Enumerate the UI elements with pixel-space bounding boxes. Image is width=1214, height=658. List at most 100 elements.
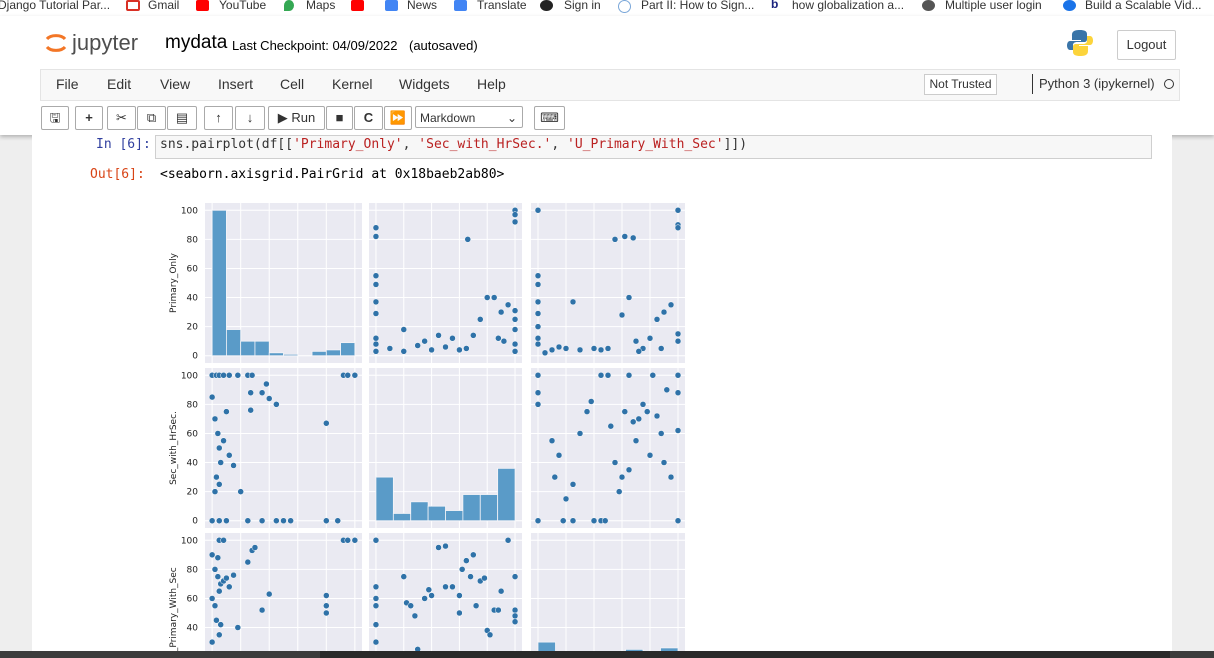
scatter-point [372, 233, 380, 240]
scatter-point [230, 571, 237, 579]
code-token: sns.pairplot(df[[ [160, 137, 294, 152]
scatter-point [323, 609, 330, 617]
move-down-button[interactable]: ↓ [235, 106, 265, 130]
menu-item[interactable]: Insert [218, 76, 254, 92]
notebook-name[interactable]: mydata [165, 32, 228, 53]
scatter-point [400, 573, 408, 580]
hist-bar [268, 352, 284, 357]
scatter-point [534, 372, 542, 379]
scatter-point [674, 337, 682, 345]
scatter-point [214, 573, 222, 580]
scatter-point [663, 386, 671, 394]
code-input[interactable] [155, 135, 1152, 159]
menu-item[interactable]: Widgets [399, 76, 450, 92]
scatter-point [220, 372, 227, 379]
copy-button[interactable]: ⧉ [137, 106, 166, 130]
scatter-point [211, 566, 219, 573]
scatter-point [632, 337, 640, 345]
pairplot-group: 0 20 40 60 80 100 Primary_Only 0 20 40 60 80 100 Sec_… [169, 203, 685, 658]
youtube-icon[interactable] [351, 0, 364, 11]
scatter-point [265, 590, 273, 598]
bookmark[interactable]: News [407, 0, 438, 12]
scatter-point [657, 430, 665, 437]
hist-bar [427, 505, 446, 522]
scatter-point [497, 587, 505, 595]
scatter-point [226, 452, 233, 459]
taskbar [0, 651, 1214, 658]
scatter-point [534, 340, 542, 348]
scatter-point [618, 311, 626, 319]
scatter-point [234, 372, 242, 379]
restart-run-button[interactable]: ⏩ [384, 106, 412, 130]
menu-item[interactable]: Kernel [332, 76, 373, 92]
scatter-point [244, 517, 252, 524]
bookmark[interactable]: YouTube [219, 0, 267, 12]
scatter-point [217, 459, 224, 466]
scatter-point [477, 316, 484, 323]
menu-item[interactable]: Help [477, 76, 506, 92]
keyboard-button[interactable]: ⌨ [534, 106, 565, 130]
restart-button[interactable]: C [354, 106, 383, 130]
scatter-point [251, 544, 259, 551]
scatter-point [211, 415, 219, 423]
bookmark[interactable]: Multiple user login [945, 0, 1042, 12]
y-tick-label: 60 [187, 264, 199, 274]
bookmark[interactable]: Maps [306, 0, 336, 12]
checkpoint: Last Checkpoint: 04/09/2022 [232, 38, 398, 53]
y-tick-label: 40 [187, 624, 199, 634]
cell-type-select[interactable]: Markdown ⌄ [415, 106, 523, 128]
scatter-point [273, 517, 280, 524]
menu-bar [40, 69, 1180, 101]
scatter-point [214, 554, 222, 561]
scatter-point [247, 406, 254, 414]
scatter-point [618, 473, 626, 481]
cut-button[interactable]: ✂ [107, 106, 136, 130]
bookmark[interactable]: Part II: How to Sign... [641, 0, 755, 12]
scatter-point [449, 335, 456, 342]
scatter-point [421, 595, 428, 602]
menu-item[interactable]: File [56, 76, 79, 92]
scatter-point [674, 224, 682, 231]
output-text: <seaborn.axisgrid.PairGrid at 0x18baeb2a… [160, 167, 505, 182]
jupyter-logo[interactable]: jupyter [72, 30, 139, 55]
scatter-point [244, 558, 252, 566]
bookmark[interactable]: Django Tutorial Par... [0, 0, 111, 12]
scatter-point [372, 272, 380, 279]
scatter-point [217, 621, 224, 628]
autosave-status: (autosaved) [409, 38, 478, 53]
trust-indicator[interactable]: Not Trusted [924, 74, 997, 95]
code-string: 'Primary_Only' [293, 137, 403, 152]
scatter-point [211, 488, 219, 495]
bookmark[interactable]: Build a Scalable Vid... [1085, 0, 1202, 12]
menu-item[interactable]: View [160, 76, 191, 92]
scatter-point [372, 602, 380, 609]
scatter-point [625, 372, 633, 379]
scatter-point [653, 316, 661, 323]
bookmark[interactable]: Sign in [564, 0, 601, 12]
scatter-point [258, 389, 266, 396]
scatter-point [674, 372, 682, 379]
bookmark[interactable]: Translate [477, 0, 527, 12]
move-up-button[interactable]: ↑ [204, 106, 233, 130]
save-button[interactable]: 🖫 [41, 106, 69, 130]
hist-bar [392, 513, 412, 522]
add-cell-button[interactable]: + [75, 106, 103, 130]
paste-button[interactable]: ▤ [167, 106, 197, 130]
scatter-point [220, 537, 227, 544]
logout-button[interactable]: Logout [1117, 30, 1176, 60]
run-button[interactable]: ▶ Run [268, 106, 325, 130]
scatter-point [442, 583, 449, 591]
scatter-point [428, 346, 435, 354]
menu-item[interactable]: Cell [280, 76, 305, 92]
scatter-point [625, 294, 633, 301]
bookmark[interactable]: Gmail [148, 0, 180, 12]
output-prompt: Out[6]: [90, 167, 145, 182]
hist-bar [211, 209, 227, 357]
bookmark[interactable]: how globalization a... [792, 0, 905, 12]
hist-bar [410, 501, 429, 522]
code-token: , [551, 137, 568, 152]
stop-button[interactable]: ■ [326, 106, 353, 130]
y-tick-label: 80 [187, 565, 199, 575]
menu-item[interactable]: Edit [107, 76, 132, 92]
scatter-point [674, 389, 682, 396]
